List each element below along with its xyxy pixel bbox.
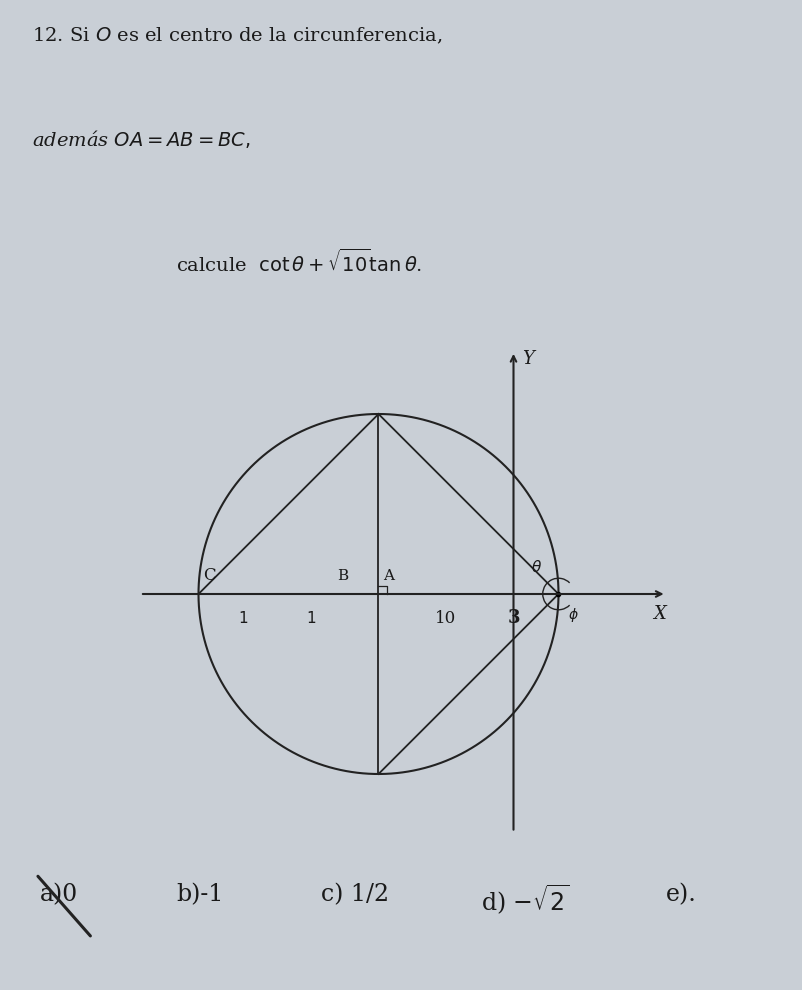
Text: X: X [653, 605, 666, 623]
Text: B: B [337, 569, 348, 583]
Text: 1: 1 [239, 611, 249, 627]
Text: c) 1/2: c) 1/2 [321, 883, 389, 906]
Text: a)0: a)0 [40, 883, 79, 906]
Text: C: C [203, 567, 216, 584]
Text: 3: 3 [507, 609, 520, 628]
Text: calcule  $\cot\theta + \sqrt{10}\tan\theta$.: calcule $\cot\theta + \sqrt{10}\tan\thet… [176, 249, 423, 276]
Text: $\phi$: $\phi$ [569, 606, 579, 624]
Text: 10: 10 [435, 610, 456, 628]
Text: Y: Y [522, 350, 534, 368]
Text: $\theta$: $\theta$ [532, 558, 542, 574]
Text: 12. Si $O$ es el centro de la circunferencia,: 12. Si $O$ es el centro de la circunfere… [32, 26, 443, 46]
Text: además $OA= AB= BC,$: además $OA= AB= BC,$ [32, 128, 250, 150]
Text: e).: e). [666, 883, 696, 906]
Text: b)-1: b)-1 [176, 883, 224, 906]
Text: d) $-\sqrt{2}$: d) $-\sqrt{2}$ [481, 883, 569, 917]
Text: A: A [383, 569, 394, 583]
Text: 1: 1 [306, 611, 316, 627]
